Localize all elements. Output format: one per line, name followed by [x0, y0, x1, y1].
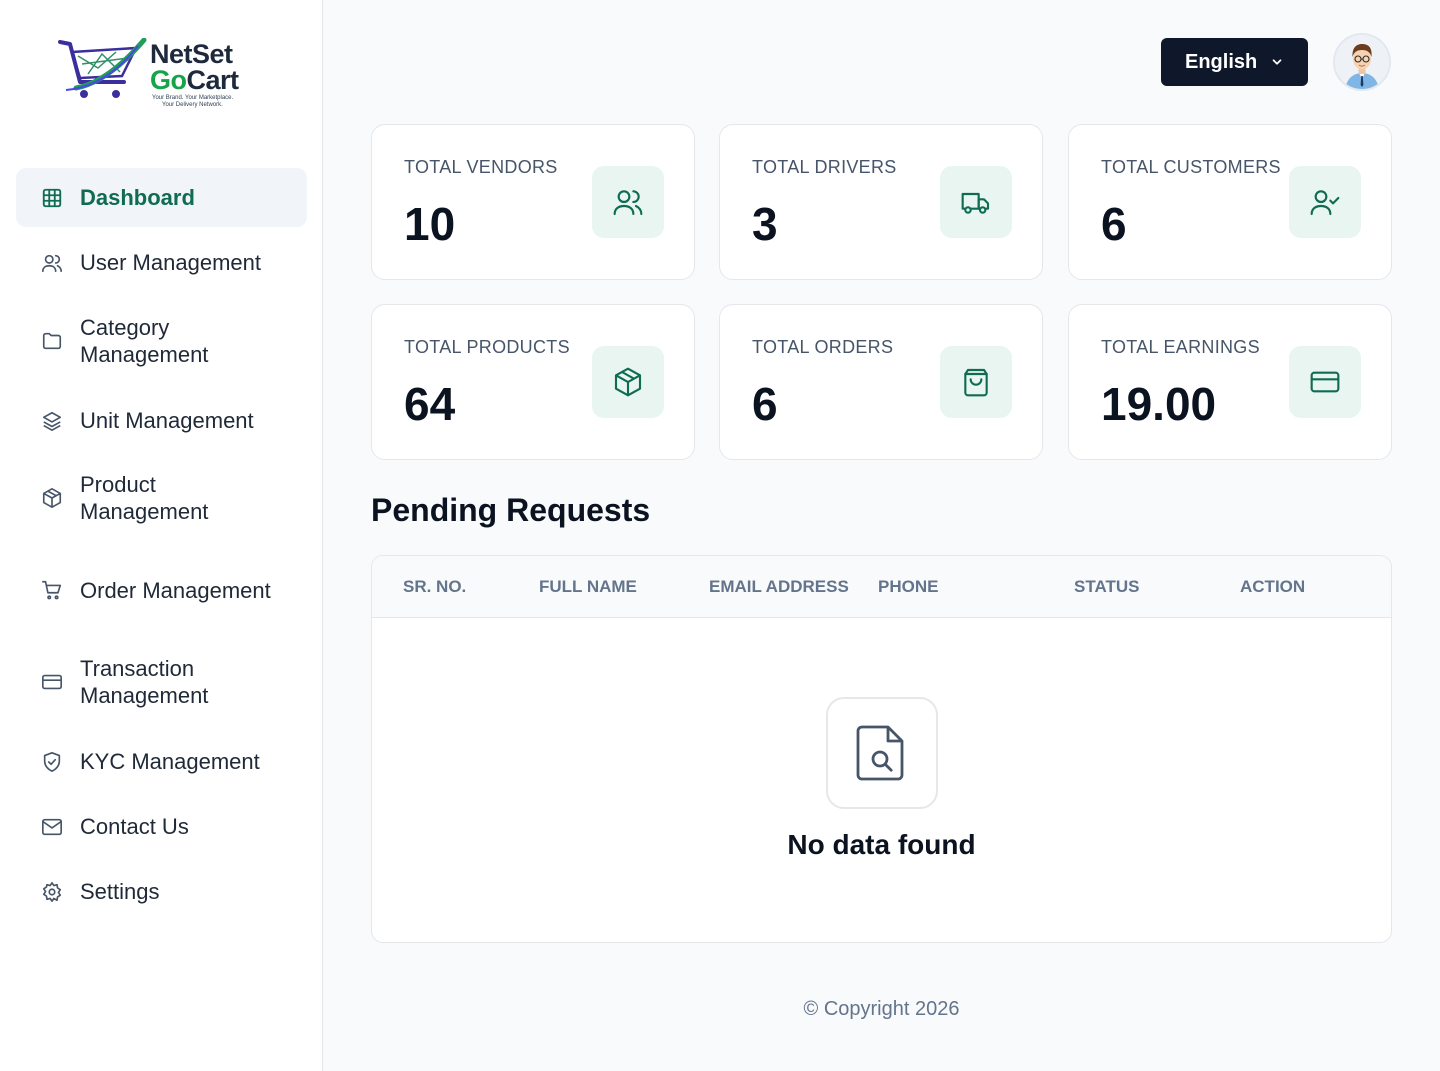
sidebar-item-label: Product Management [80, 472, 209, 524]
stat-value: 19.00 [1101, 378, 1217, 430]
brand-name-line1: NetSet [150, 39, 233, 69]
section-title: Pending Requests [371, 492, 651, 528]
stat-label: TOTAL VENDORS [404, 157, 558, 177]
sidebar-item-kyc-management[interactable]: KYC Management [16, 732, 307, 791]
sidebar-item-settings[interactable]: Settings [16, 862, 307, 921]
sidebar-item-label: Transaction Management [80, 656, 209, 708]
brand-logo[interactable]: NetSet GoCart Your Brand. Your Marketpla… [58, 36, 258, 110]
stat-label: TOTAL CUSTOMERS [1101, 157, 1281, 177]
user-check-icon [1289, 166, 1361, 238]
chevron-down-icon [1270, 55, 1284, 74]
column-header-sr-no[interactable]: SR. NO. [403, 577, 467, 596]
stat-card-orders: TOTAL ORDERS 6 [719, 304, 1043, 460]
stat-card-vendors: TOTAL VENDORS 10 [371, 124, 695, 280]
stat-value: 10 [404, 198, 456, 250]
stat-value: 64 [404, 378, 456, 430]
column-header-phone[interactable]: PHONE [878, 577, 939, 596]
stat-value: 3 [752, 198, 778, 250]
cart-icon [40, 578, 64, 602]
sidebar-item-label: KYC Management [80, 749, 260, 774]
sidebar-item-label: Unit Management [80, 408, 254, 433]
stat-label: TOTAL PRODUCTS [404, 337, 570, 357]
sidebar-item-label: Order Management [80, 577, 271, 603]
table-header: SR. NO. FULL NAME EMAIL ADDRESS PHONE ST… [372, 556, 1391, 618]
avatar[interactable] [1333, 33, 1391, 91]
empty-state-text: No data found [787, 829, 976, 860]
brand-name-line2: GoCart [150, 66, 239, 94]
credit-card-icon [40, 670, 64, 694]
language-selector[interactable]: English [1161, 38, 1308, 86]
pending-requests-table: SR. NO. FULL NAME EMAIL ADDRESS PHONE ST… [371, 555, 1392, 943]
brand-tagline-2: Your Delivery Network. [162, 102, 223, 108]
stat-value: 6 [752, 378, 778, 430]
stat-label: TOTAL ORDERS [752, 337, 894, 357]
sidebar-item-transaction-management[interactable]: Transaction Management [16, 654, 307, 710]
language-label: English [1185, 50, 1258, 73]
empty-state-icon-box [826, 697, 938, 809]
sidebar-item-unit-management[interactable]: Unit Management [16, 391, 307, 450]
sidebar-item-label: User Management [80, 250, 261, 275]
stat-card-earnings: TOTAL EARNINGS 19.00 [1068, 304, 1392, 460]
column-header-action[interactable]: ACTION [1240, 577, 1306, 596]
file-search-icon [856, 725, 904, 781]
truck-icon [940, 166, 1012, 238]
column-header-status[interactable]: STATUS [1074, 577, 1140, 596]
users-icon [592, 166, 664, 238]
stat-card-customers: TOTAL CUSTOMERS 6 [1068, 124, 1392, 280]
gear-icon [40, 880, 64, 904]
column-header-email[interactable]: EMAIL ADDRESS [709, 577, 849, 596]
sidebar: NetSet GoCart Your Brand. Your Marketpla… [0, 0, 323, 1071]
stat-label: TOTAL DRIVERS [752, 157, 897, 177]
sidebar-item-dashboard[interactable]: Dashboard [16, 168, 307, 227]
folder-icon [40, 329, 64, 353]
stat-card-products: TOTAL PRODUCTS 64 [371, 304, 695, 460]
cart-logo-icon [58, 38, 147, 98]
box-icon [40, 486, 64, 510]
sidebar-item-label: Category Management [80, 315, 209, 367]
grid-icon [40, 186, 64, 210]
sidebar-item-label: Dashboard [80, 185, 195, 210]
sidebar-item-user-management[interactable]: User Management [16, 233, 307, 292]
shield-check-icon [40, 750, 64, 774]
sidebar-item-category-management[interactable]: Category Management [16, 313, 307, 369]
brand-cart: Cart [186, 65, 240, 95]
box-icon [592, 346, 664, 418]
layers-icon [40, 409, 64, 433]
column-header-full-name[interactable]: FULL NAME [539, 577, 637, 596]
user-avatar-icon [1335, 35, 1389, 89]
credit-card-icon [1289, 346, 1361, 418]
mail-icon [40, 815, 64, 839]
users-icon [40, 251, 64, 275]
brand-tagline-1: Your Brand. Your Marketplace. [152, 95, 234, 101]
sidebar-item-label: Settings [80, 879, 160, 904]
brand-go: Go [150, 65, 187, 95]
sidebar-item-label: Contact Us [80, 814, 189, 839]
sidebar-item-order-management[interactable]: Order Management [16, 562, 307, 618]
stat-label: TOTAL EARNINGS [1101, 337, 1260, 357]
shopping-bag-icon [940, 346, 1012, 418]
stat-value: 6 [1101, 198, 1127, 250]
copyright-footer: © Copyright 2026 [803, 998, 960, 1020]
sidebar-item-product-management[interactable]: Product Management [16, 470, 307, 526]
sidebar-item-contact-us[interactable]: Contact Us [16, 797, 307, 856]
stat-card-drivers: TOTAL DRIVERS 3 [719, 124, 1043, 280]
